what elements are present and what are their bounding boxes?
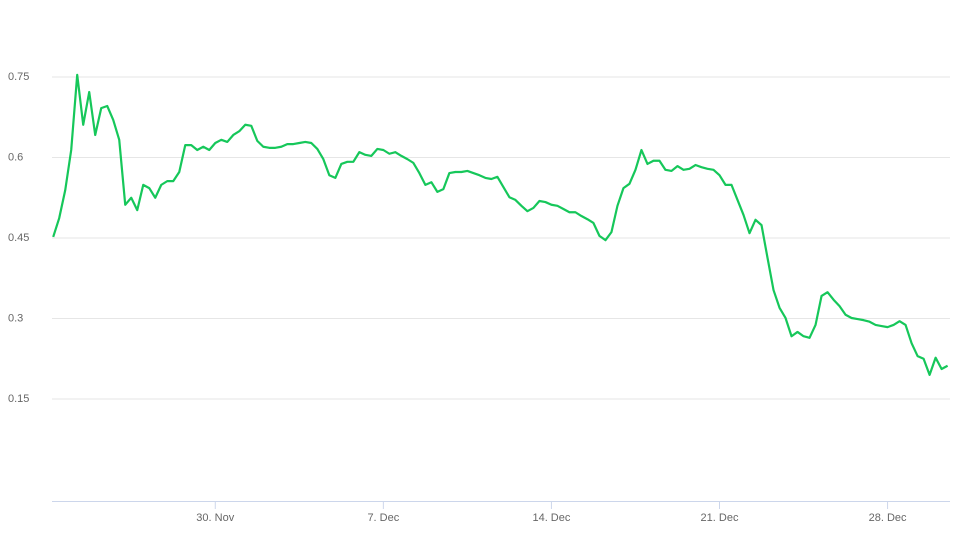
x-tick-label: 30. Nov (196, 512, 234, 524)
y-tick-label: 0.15 (8, 393, 29, 405)
y-tick-label: 0.6 (8, 151, 23, 163)
line-series (52, 73, 949, 376)
x-tick-label: 14. Dec (532, 512, 570, 524)
y-tick-label: 0.3 (8, 312, 23, 324)
x-tick-label: 21. Dec (701, 512, 739, 524)
y-tick-label: 0.75 (8, 71, 29, 83)
x-tick-label: 28. Dec (869, 512, 907, 524)
x-tick-label: 7. Dec (367, 512, 399, 524)
y-tick-label: 0.45 (8, 232, 29, 244)
